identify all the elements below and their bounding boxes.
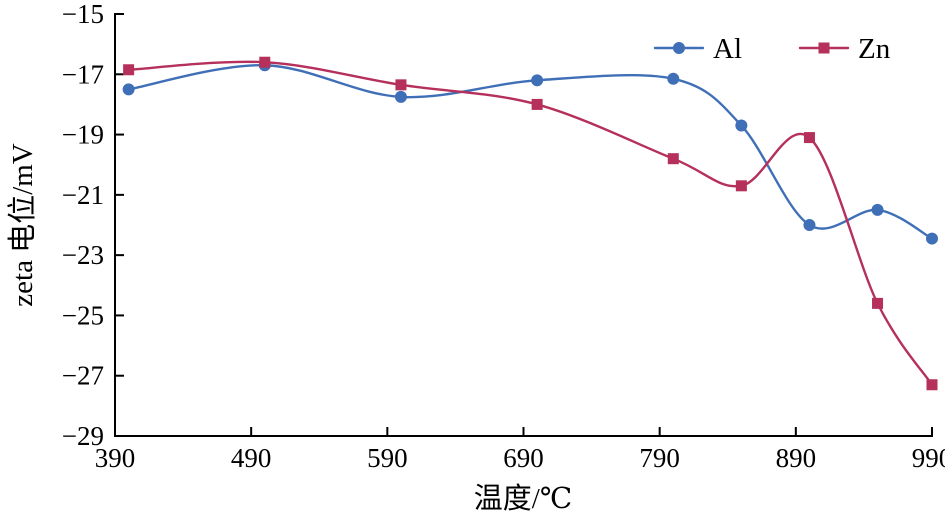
marker-circle-al [926,232,938,245]
marker-circle-al [394,90,407,103]
x-tick-label: 890 [776,443,817,473]
x-tick-label: 790 [639,443,680,473]
x-tick-label: 390 [95,443,136,473]
y-axis-title: zeta 电位/mV [6,143,39,307]
plot-area [122,56,938,391]
marker-square-zn [735,180,747,192]
legend-label-al: Al [713,33,742,65]
y-tick-label: −27 [62,361,104,391]
x-tick-label: 490 [231,443,272,473]
x-axis-title: 温度/℃ [474,482,573,515]
legend-label-zn: Zn [858,33,891,65]
legend-marker-al [673,42,685,54]
marker-square-zn [259,56,271,68]
marker-circle-al [735,119,748,132]
marker-square-zn [531,98,543,110]
x-tick-label: 990 [912,443,945,473]
chart-legend: Al Zn [653,33,891,65]
x-tick-label: 690 [503,443,544,473]
marker-square-zn [667,153,679,165]
y-tick-label: −21 [62,180,104,210]
marker-square-zn [872,297,884,309]
marker-circle-al [122,83,135,96]
marker-circle-al [871,203,884,216]
marker-circle-al [667,72,680,85]
axis-ticks: 390 490 590 690 790 890 990 −15 −17 −19 −21 −23 −25 −… [62,0,945,473]
marker-square-zn [926,379,938,391]
y-tick-label: −19 [62,120,104,150]
series-line-al [127,64,934,240]
y-tick-label: −15 [62,0,104,29]
y-tick-label: −29 [62,421,104,451]
series-line-zn [127,60,934,386]
marker-circle-al [803,219,816,231]
x-tick-label: 590 [367,443,408,473]
y-tick-label: −25 [62,300,104,330]
marker-circle-al [531,74,544,87]
marker-square-zn [395,79,407,91]
y-tick-label: −23 [62,240,104,270]
y-tick-label: −17 [62,59,104,89]
marker-square-zn [123,64,135,76]
marker-square-zn [803,132,815,144]
legend-marker-zn [818,42,830,54]
